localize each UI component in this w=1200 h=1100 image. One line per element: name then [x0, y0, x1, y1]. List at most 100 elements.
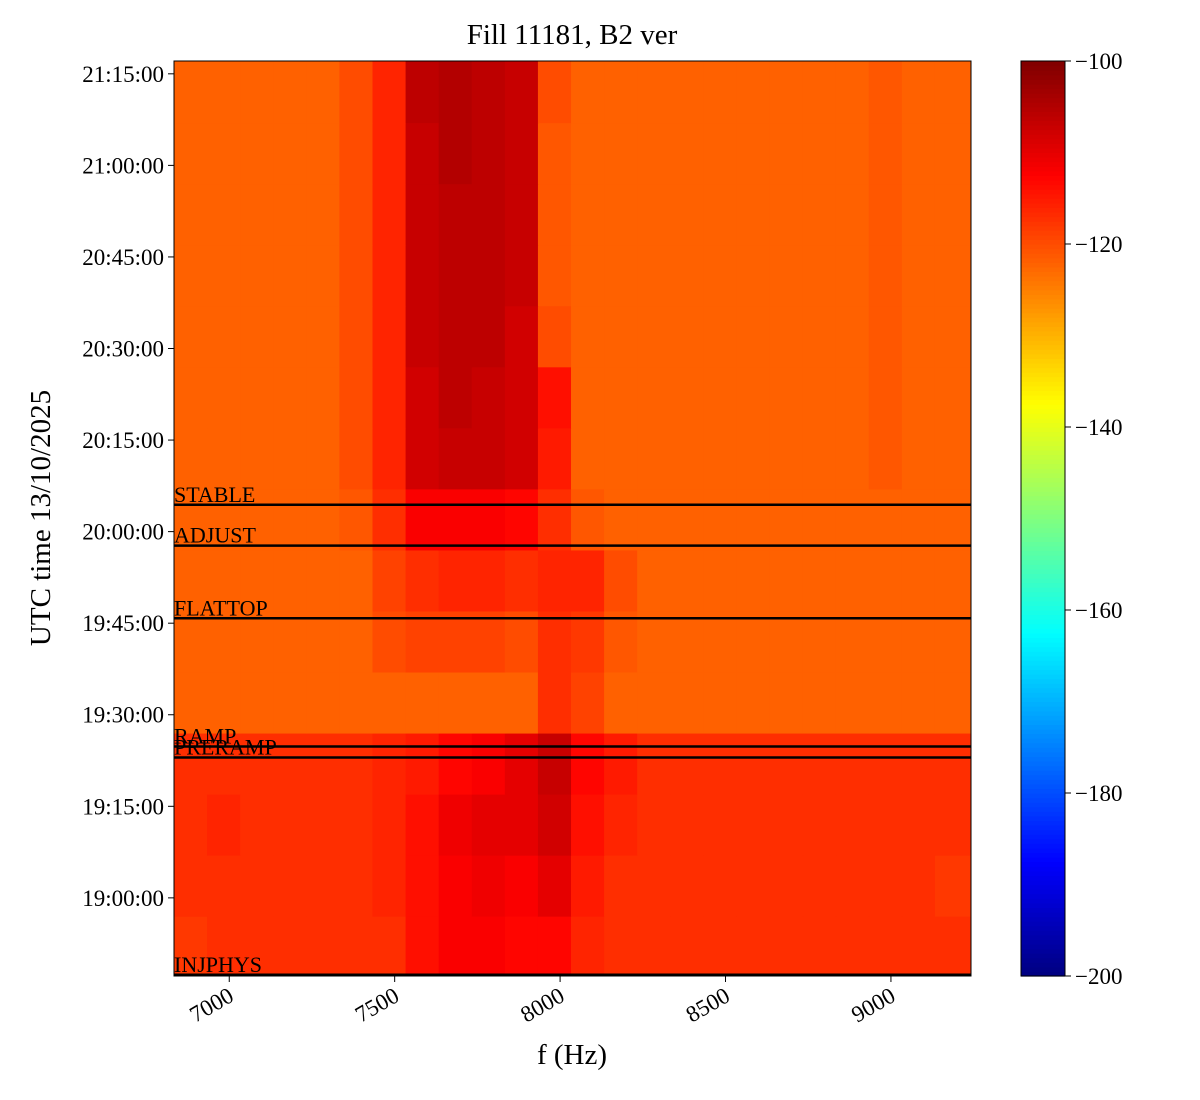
heatmap-cell [868, 549, 903, 612]
colorbar-swatch [1021, 669, 1065, 675]
heatmap-cell [637, 672, 671, 734]
heatmap-cell [736, 916, 771, 977]
colorbar-swatch [1021, 147, 1065, 154]
colorbar-swatch [1021, 646, 1065, 652]
colorbar-swatch [1021, 889, 1065, 895]
heatmap-cell [174, 366, 208, 429]
heatmap-cell [769, 610, 804, 673]
colorbar-swatch [1021, 239, 1065, 245]
colorbar-swatch [1021, 184, 1065, 190]
heatmap-cell [537, 855, 572, 917]
heatmap-cell [306, 427, 340, 490]
colorbar-swatch [1021, 358, 1065, 364]
heatmap-cell [504, 427, 539, 490]
colorbar-swatch [1021, 115, 1065, 122]
heatmap-cell [438, 610, 473, 673]
heatmap-cell [901, 183, 936, 246]
heatmap-cell [207, 427, 241, 490]
heatmap-cell [174, 794, 208, 856]
colorbar-swatch [1021, 317, 1065, 323]
colorbar-swatch [1021, 632, 1065, 639]
heatmap-cell [637, 122, 671, 185]
heatmap-cell [174, 610, 208, 673]
y-axis-label: UTC time 13/10/2025 [25, 390, 57, 646]
y-tick-label: 19:30:00 [82, 703, 164, 728]
heatmap-cell [835, 244, 870, 307]
y-tick-label: 19:00:00 [82, 886, 164, 911]
heatmap-cell [273, 122, 307, 185]
heatmap-cell [306, 794, 340, 856]
heatmap-cell [405, 122, 440, 185]
heatmap-cell [901, 366, 936, 429]
colorbar-swatch [1021, 733, 1065, 739]
heatmap-cell [835, 916, 870, 977]
heatmap-cell [438, 488, 473, 551]
heatmap-cell [471, 488, 506, 551]
heatmap-cell [670, 916, 704, 977]
heatmap-cell [537, 916, 572, 977]
heatmap-cell [802, 122, 837, 185]
heatmap-cell [174, 916, 208, 977]
heatmap-cell [240, 183, 274, 246]
y-tick-label: 20:30:00 [82, 337, 164, 362]
heatmap-cell [504, 183, 539, 246]
heatmap-cell [537, 244, 572, 307]
colorbar-swatch [1021, 532, 1065, 538]
heatmap-cell [769, 427, 804, 490]
heatmap-cell [835, 733, 870, 795]
colorbar-swatch [1021, 303, 1065, 309]
heatmap-cell [604, 610, 638, 673]
heatmap-cell [769, 305, 804, 368]
heatmap-cell [405, 733, 440, 795]
colorbar-swatch [1021, 939, 1065, 945]
colorbar-swatch [1021, 596, 1065, 602]
heatmap-cell [736, 183, 771, 246]
heatmap-cell [802, 61, 837, 124]
colorbar-swatch [1021, 367, 1065, 373]
heatmap-cell [604, 366, 638, 429]
colorbar-swatch [1021, 541, 1065, 547]
heatmap-cell [604, 794, 638, 856]
colorbar-swatch [1021, 486, 1065, 492]
colorbar-swatch [1021, 738, 1065, 744]
heatmap-cell [306, 672, 340, 734]
heatmap-cell [405, 672, 440, 734]
colorbar-swatch [1021, 870, 1065, 876]
colorbar-swatch [1021, 230, 1065, 236]
colorbar-swatch [1021, 930, 1065, 936]
heatmap-cell [306, 488, 340, 551]
heatmap-cell [802, 427, 837, 490]
colorbar-swatch [1021, 728, 1065, 735]
colorbar-swatch [1021, 253, 1065, 259]
colorbar-swatch [1021, 477, 1065, 483]
colorbar-swatch [1021, 916, 1065, 922]
colorbar-tick-label: −160 [1075, 598, 1122, 623]
heatmap-cell [504, 122, 539, 185]
heatmap-cell [703, 366, 737, 429]
colorbar-swatch [1021, 436, 1065, 442]
heatmap-cell [901, 61, 936, 124]
y-tick-label: 20:00:00 [82, 520, 164, 545]
heatmap-cell [703, 183, 737, 246]
colorbar-swatch [1021, 760, 1065, 767]
heatmap-cell [835, 672, 870, 734]
heatmap-cell [339, 488, 374, 551]
heatmap-cell [405, 488, 440, 551]
colorbar-swatch [1021, 857, 1065, 863]
heatmap-cell [802, 794, 837, 856]
colorbar-swatch [1021, 335, 1065, 341]
colorbar-swatch [1021, 294, 1065, 300]
heatmap-cell [339, 366, 374, 429]
heatmap-cell [604, 244, 638, 307]
colorbar-swatch [1021, 157, 1065, 163]
heatmap-cell [769, 733, 804, 795]
colorbar-swatch [1021, 582, 1065, 588]
colorbar-swatch [1021, 559, 1065, 565]
colorbar-swatch [1021, 454, 1065, 460]
heatmap-cell [471, 61, 506, 124]
colorbar-swatch [1021, 289, 1065, 295]
heatmap-cell [273, 672, 307, 734]
heatmap-cell [769, 488, 804, 551]
colorbar [1021, 61, 1065, 977]
colorbar-swatch [1021, 372, 1065, 378]
